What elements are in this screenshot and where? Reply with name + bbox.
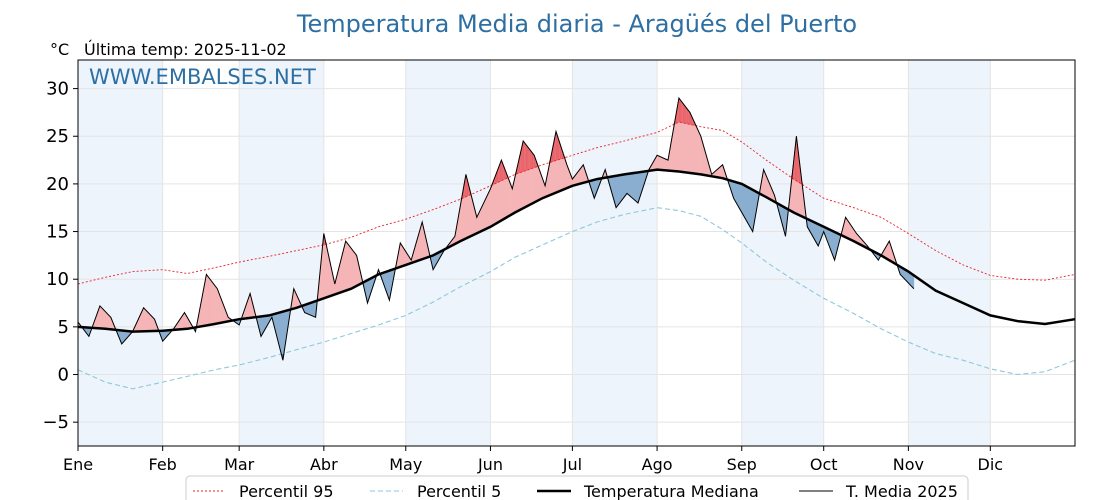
month-bands bbox=[78, 60, 991, 446]
y-tick-label: 0 bbox=[58, 365, 69, 386]
x-tick-label: May bbox=[389, 455, 422, 474]
x-tick-label: Oct bbox=[810, 455, 838, 474]
month-band bbox=[239, 60, 324, 446]
legend: Percentil 95 Percentil 5 Temperatura Med… bbox=[185, 475, 969, 500]
month-band bbox=[908, 60, 991, 446]
x-tick-label: Jul bbox=[562, 455, 582, 474]
x-tick-label: Dic bbox=[978, 455, 1004, 474]
y-tick-label: 30 bbox=[46, 79, 69, 100]
series-line-p95 bbox=[77, 121, 1076, 285]
series-line-p5 bbox=[77, 207, 1076, 390]
month-band bbox=[741, 60, 824, 446]
x-axis: Ene Feb Mar Abr May Jun Jul Ago Sep Oct Nov Dic bbox=[63, 446, 1003, 474]
x-tick-label: Nov bbox=[893, 455, 924, 474]
y-tick-label: 20 bbox=[46, 174, 69, 195]
x-tick-label: Ene bbox=[63, 455, 93, 474]
y-tick-label: 15 bbox=[46, 222, 69, 243]
y-tick-label: 5 bbox=[58, 317, 69, 338]
x-tick-label: Abr bbox=[310, 455, 338, 474]
x-tick-label: Feb bbox=[149, 455, 177, 474]
y-tick-label: 10 bbox=[46, 269, 69, 290]
watermark: WWW.EMBALSES.NET bbox=[89, 65, 316, 89]
series-lines bbox=[77, 96, 1076, 390]
month-band bbox=[572, 60, 658, 446]
last-temp-label: Última temp: 2025-11-02 bbox=[84, 40, 287, 59]
series-line-median bbox=[77, 168, 1076, 333]
month-band bbox=[78, 60, 163, 446]
y-tick-label: −5 bbox=[42, 412, 69, 433]
x-tick-label: Mar bbox=[224, 455, 255, 474]
plot-frame bbox=[77, 59, 1076, 447]
y-tick-label: 25 bbox=[46, 126, 69, 147]
legend-label-p5: Percentil 5 bbox=[417, 482, 501, 500]
x-tick-label: Sep bbox=[727, 455, 757, 474]
unit-label: °C bbox=[50, 40, 69, 59]
legend-label-2025: T. Media 2025 bbox=[845, 482, 958, 500]
legend-box bbox=[185, 475, 969, 500]
y-axis: −5 0 5 10 15 20 25 30 bbox=[42, 79, 78, 433]
legend-label-p95: Percentil 95 bbox=[239, 482, 334, 500]
legend-label-median: Temperatura Mediana bbox=[583, 482, 759, 500]
x-tick-label: Ago bbox=[642, 455, 673, 474]
series-line-2025 bbox=[77, 96, 915, 361]
x-tick-label: Jun bbox=[477, 455, 503, 474]
chart-title: Temperatura Media diaria - Aragüés del P… bbox=[296, 10, 857, 38]
